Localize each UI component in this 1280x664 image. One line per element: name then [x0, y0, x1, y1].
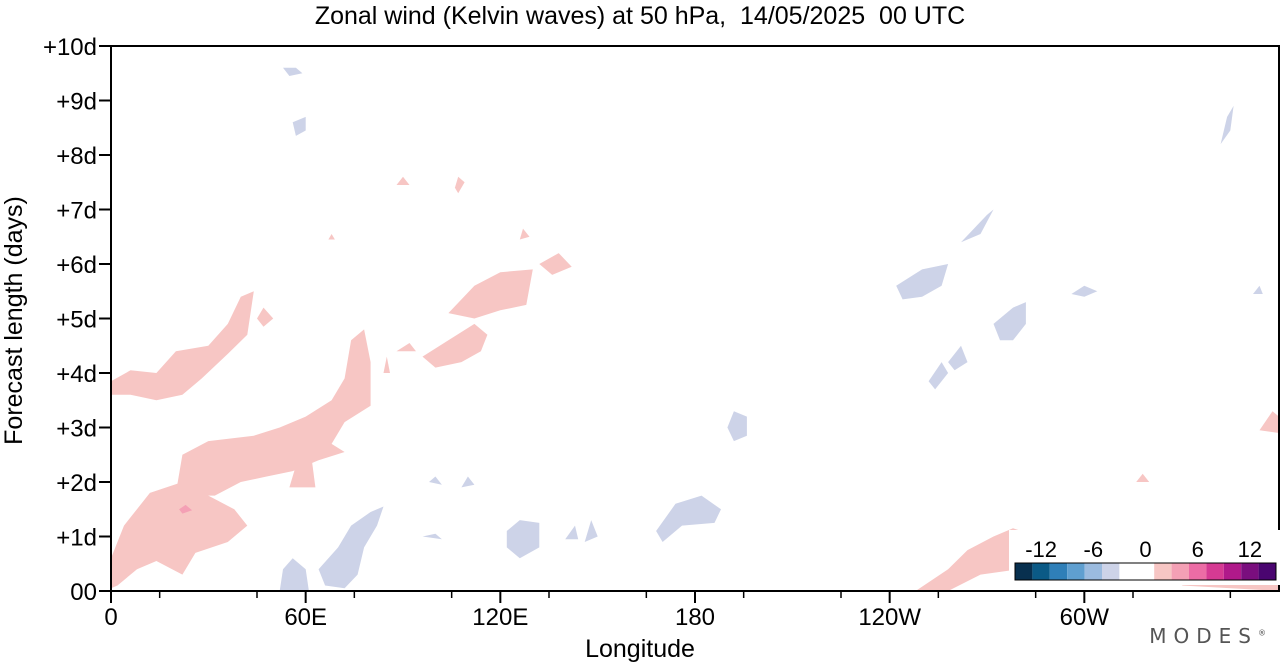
x-tick-label: 180 — [675, 604, 715, 631]
colorbar-swatch — [1136, 563, 1155, 580]
easterly-anomaly-38 — [422, 533, 442, 540]
x-tick-label: 60E — [284, 604, 327, 631]
westerly-anomaly-10 — [396, 176, 410, 185]
westerly-anomaly-5 — [539, 253, 572, 275]
y-axis-title: Forecast length (days) — [0, 196, 28, 445]
colorbar-swatch — [1241, 563, 1259, 580]
colorbar-frame — [1014, 562, 1277, 581]
y-tick-label: +5d — [56, 307, 97, 334]
colorbar-swatch — [1084, 563, 1102, 580]
x-tick-label: 120E — [472, 604, 528, 631]
westerly-anomaly-8 — [1259, 411, 1279, 433]
westerly-anomaly-12 — [519, 228, 530, 240]
westerly-anomaly-15 — [1136, 473, 1150, 482]
easterly-anomaly-21 — [292, 116, 306, 136]
easterly-anomaly-37 — [461, 476, 475, 488]
colorbar-swatch — [1049, 563, 1068, 580]
colorbar-swatch — [1119, 563, 1137, 580]
easterly-anomaly-36 — [429, 476, 442, 485]
colorbar-swatch — [1206, 563, 1224, 580]
easterly-anomaly-20 — [318, 506, 384, 589]
y-tick-label: +3d — [56, 416, 97, 443]
x-tick-label: 0 — [104, 604, 117, 631]
y-tick-label: +2d — [56, 470, 97, 497]
colorbar-swatch — [1102, 563, 1120, 580]
easterly-anomaly-31 — [928, 362, 949, 390]
westerly-anomaly-16 — [383, 356, 390, 373]
colorbar-label: -6 — [1084, 537, 1104, 562]
colorbar-swatch — [1171, 563, 1189, 580]
chart-title: Zonal wind (Kelvin waves) at 50 hPa, 14/… — [314, 2, 966, 30]
y-tick-label: +1d — [56, 525, 97, 552]
colorbar-label: -12 — [1025, 537, 1057, 562]
brand-logo: MODES® — [1149, 624, 1266, 648]
colorbar-swatch — [1015, 563, 1033, 580]
colorbar-swatch — [1154, 563, 1172, 580]
easterly-anomaly-19 — [279, 558, 309, 591]
easterly-anomaly-29 — [993, 302, 1026, 341]
westerly-anomaly-3 — [422, 323, 488, 368]
easterly-anomaly-33 — [1220, 105, 1234, 145]
x-tick-label: 120W — [858, 604, 921, 631]
westerly-anomaly-9 — [257, 307, 274, 327]
plot-area — [111, 67, 1279, 591]
easterly-anomaly-23 — [506, 520, 540, 559]
colorbar-swatch — [1189, 563, 1207, 580]
y-tick-label: +9d — [56, 89, 97, 116]
colorbar-swatch — [1032, 563, 1050, 580]
easterly-anomaly-34 — [1253, 285, 1263, 294]
colorbar-label: 6 — [1192, 537, 1204, 562]
x-axis-title: Longitude — [585, 635, 695, 663]
colorbar-swatch — [1258, 563, 1276, 580]
colorbar-swatch — [1067, 563, 1085, 580]
colorbar-label: 12 — [1238, 537, 1262, 562]
y-tick-label: +10d — [43, 34, 97, 61]
easterly-anomaly-22 — [283, 67, 303, 76]
easterly-anomaly-28 — [961, 209, 994, 243]
y-tick-label: +6d — [56, 252, 97, 279]
y-tick-label: +8d — [56, 143, 97, 170]
easterly-anomaly-30 — [948, 345, 968, 371]
axes: 0 60E 120E 180 120W 60W 00 +1d +2d +3d +4d +5d +6d +7… — [0, 34, 1232, 663]
westerly-anomaly-1 — [111, 482, 248, 589]
brand-text: MODES — [1149, 624, 1258, 648]
westerly-anomaly-0 — [111, 291, 254, 401]
y-tick-label: +4d — [56, 361, 97, 388]
y-tick-label: 00 — [70, 579, 97, 606]
y-tick-label: +7d — [56, 198, 97, 225]
colorbar: -12 -6 0 6 12 — [1009, 530, 1280, 585]
colorbar-label: 0 — [1139, 537, 1151, 562]
easterly-anomaly-24 — [584, 520, 598, 542]
westerly-anomaly-13 — [289, 462, 316, 488]
easterly-anomaly-26 — [727, 411, 747, 442]
easterly-anomaly-25 — [656, 495, 721, 542]
westerly-anomaly-14 — [328, 234, 335, 240]
westerly-anomaly-18 — [179, 504, 193, 514]
easterly-anomaly-27 — [896, 264, 949, 300]
x-tick-label: 60W — [1060, 604, 1110, 631]
westerly-anomaly-17 — [396, 343, 416, 352]
colorbar-swatch — [1223, 563, 1242, 580]
westerly-anomaly-2 — [175, 329, 371, 496]
easterly-anomaly-32 — [1071, 285, 1098, 297]
westerly-anomaly-4 — [448, 269, 533, 319]
easterly-anomaly-35 — [565, 525, 579, 540]
westerly-anomaly-11 — [454, 176, 465, 194]
